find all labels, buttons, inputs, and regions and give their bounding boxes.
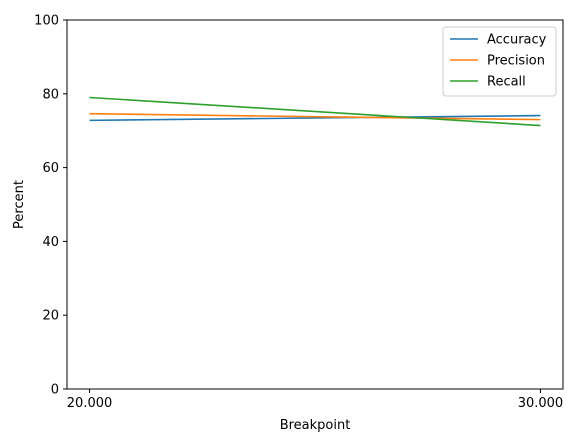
x-tick-label: 20.000 [67,396,113,411]
series-layer [90,97,541,125]
y-tick-label: 0 [51,383,59,398]
legend: Accuracy Precision Recall [443,27,556,96]
y-tick-label: 80 [42,87,59,102]
y-axis-label: Percent [12,180,27,229]
x-axis-label: Breakpoint [280,418,351,433]
legend-label-recall: Recall [487,75,526,90]
series-line-recall [90,97,541,125]
legend-label-precision: Precision [487,54,545,69]
legend-label-accuracy: Accuracy [487,33,547,48]
y-tick-label: 40 [42,235,59,250]
y-tick-label: 100 [34,14,59,29]
y-tick-label: 60 [42,161,59,176]
x-tick-label: 30.000 [518,396,564,411]
y-axis: 0 20 40 60 80 100 [34,14,67,398]
y-tick-label: 20 [42,309,59,324]
x-axis: 20.000 30.000 [67,389,563,411]
